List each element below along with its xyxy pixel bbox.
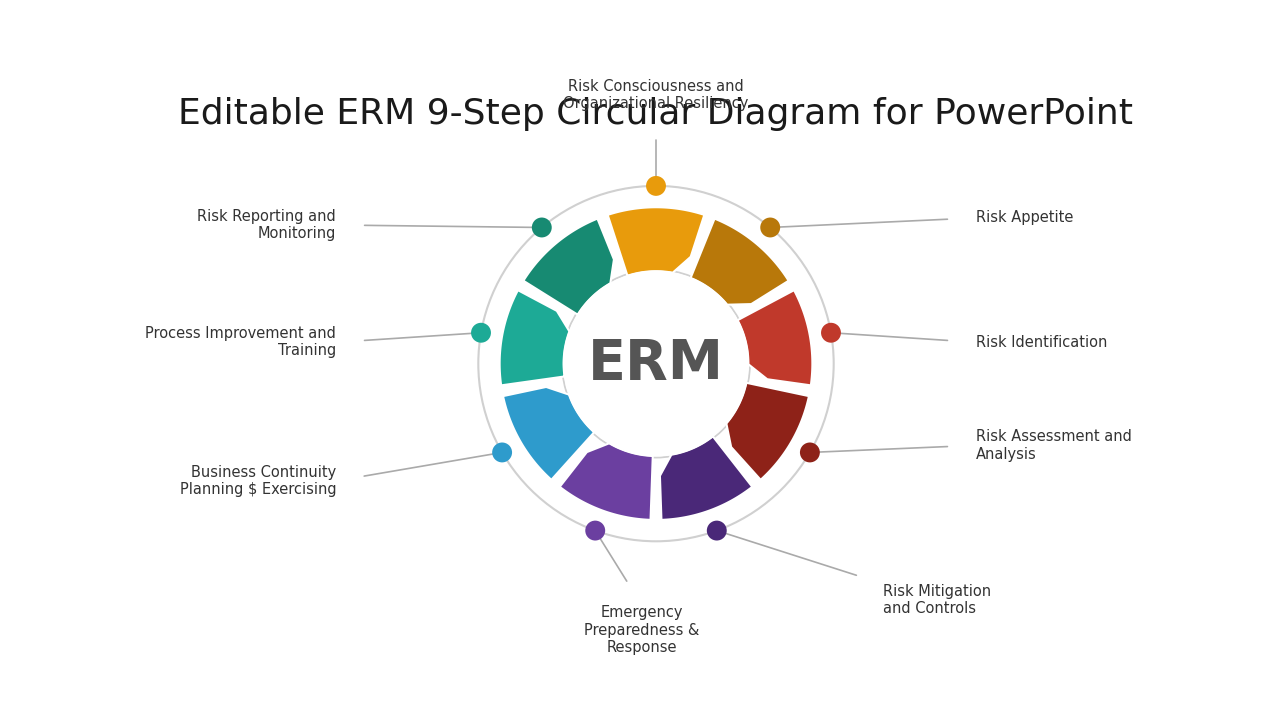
Text: ERM: ERM bbox=[588, 336, 724, 390]
Circle shape bbox=[820, 323, 841, 343]
Polygon shape bbox=[559, 444, 653, 520]
Circle shape bbox=[471, 323, 492, 343]
Polygon shape bbox=[691, 219, 788, 305]
Text: Process Improvement and
Training: Process Improvement and Training bbox=[145, 326, 337, 359]
Text: Risk Mitigation
and Controls: Risk Mitigation and Controls bbox=[883, 584, 992, 616]
Circle shape bbox=[493, 443, 512, 462]
Text: Editable ERM 9-Step Circular Diagram for PowerPoint: Editable ERM 9-Step Circular Diagram for… bbox=[178, 97, 1134, 131]
Text: Risk Identification: Risk Identification bbox=[975, 335, 1107, 350]
Circle shape bbox=[760, 217, 781, 238]
Polygon shape bbox=[608, 207, 704, 276]
Polygon shape bbox=[499, 290, 570, 385]
Text: Risk Assessment and
Analysis: Risk Assessment and Analysis bbox=[975, 429, 1132, 462]
Polygon shape bbox=[726, 383, 809, 480]
Polygon shape bbox=[737, 290, 813, 385]
Circle shape bbox=[800, 443, 819, 462]
Circle shape bbox=[531, 217, 552, 238]
Text: Risk Appetite: Risk Appetite bbox=[975, 210, 1073, 225]
Text: Emergency
Preparedness &
Response: Emergency Preparedness & Response bbox=[584, 606, 699, 655]
Circle shape bbox=[707, 521, 727, 541]
Polygon shape bbox=[524, 219, 614, 315]
Text: Risk Reporting and
Monitoring: Risk Reporting and Monitoring bbox=[197, 209, 337, 241]
Polygon shape bbox=[660, 436, 753, 520]
Text: Business Continuity
Planning $ Exercising: Business Continuity Planning $ Exercisin… bbox=[179, 464, 337, 497]
Circle shape bbox=[646, 176, 666, 196]
Circle shape bbox=[585, 521, 605, 541]
Circle shape bbox=[563, 271, 749, 456]
Polygon shape bbox=[503, 387, 594, 480]
Text: Risk Consciousness and
Organizational Resiliency: Risk Consciousness and Organizational Re… bbox=[563, 79, 749, 112]
